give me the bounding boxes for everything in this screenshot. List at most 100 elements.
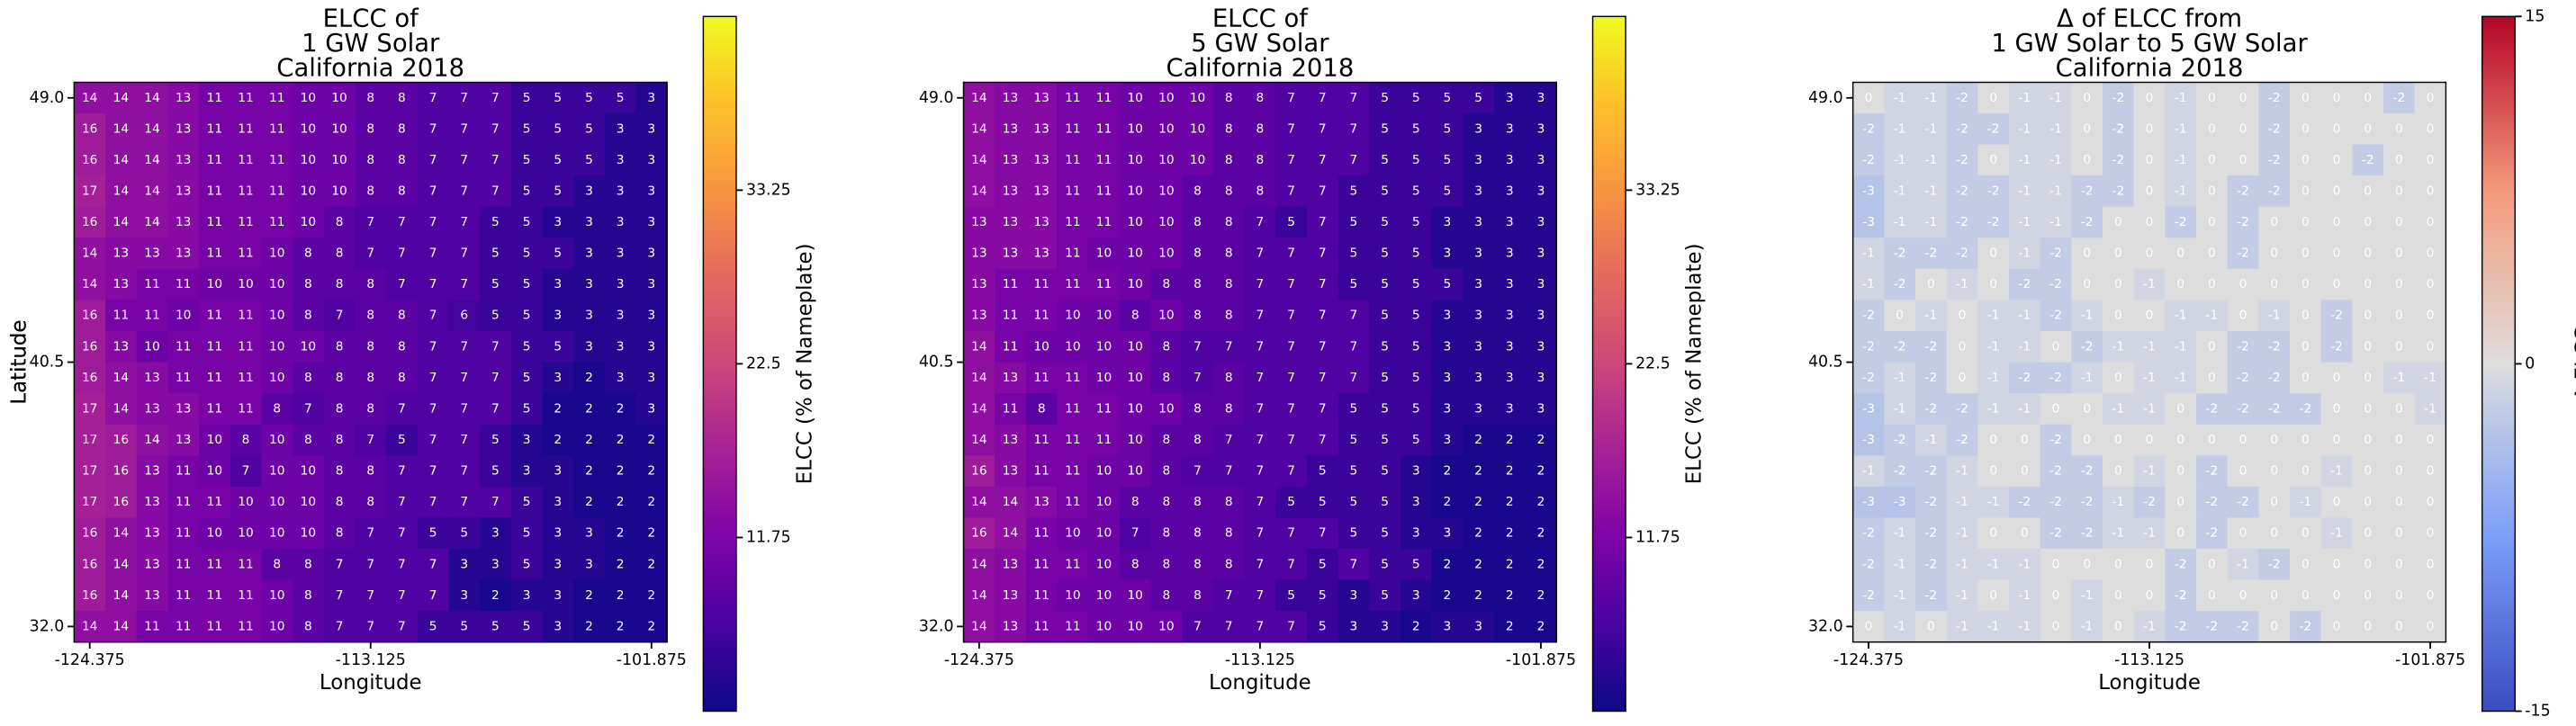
cell-label: 11 (176, 588, 191, 603)
heatmap-cell (448, 424, 481, 456)
cell-label: 0 (2301, 464, 2310, 479)
cell-label: 16 (82, 371, 97, 385)
heatmap-cell (74, 611, 106, 643)
cell-label: 10 (1158, 401, 1174, 416)
heatmap-cell (2133, 517, 2166, 550)
heatmap-cell (1150, 331, 1183, 363)
cell-label: 0 (2333, 495, 2341, 509)
cell-label: 3 (1474, 153, 1482, 167)
cell-label: 11 (1065, 121, 1080, 136)
cell-label: -1 (1894, 91, 1906, 105)
cell-label: -1 (2237, 557, 2249, 571)
heatmap-cell (995, 455, 1027, 488)
cell-label: 2 (1537, 619, 1545, 633)
cell-label: 2 (1506, 464, 1514, 479)
heatmap-cell (2352, 238, 2384, 270)
heatmap-cell (1306, 206, 1339, 238)
heatmap-cell (2133, 113, 2166, 146)
cell-label: -3 (1862, 495, 1875, 509)
heatmap-cell (1088, 548, 1121, 581)
heatmap-cell (293, 206, 325, 238)
cell-label: 3 (1537, 339, 1545, 354)
heatmap-cell (1369, 362, 1401, 394)
heatmap-cell (1400, 517, 1433, 550)
heatmap-cell (1977, 424, 2010, 456)
cell-label: 11 (238, 309, 253, 323)
heatmap-cell (230, 486, 262, 518)
cell-label: -1 (1956, 619, 1968, 633)
heatmap-cell (74, 331, 106, 363)
cell-label: 0 (2364, 401, 2372, 416)
y-tick-label: 40.5 (1808, 354, 1843, 372)
cell-label: 2 (647, 619, 655, 633)
cell-label: 10 (1127, 588, 1142, 603)
heatmap-cell (1244, 175, 1276, 208)
heatmap-cell (293, 175, 325, 208)
cell-label: 0 (2395, 495, 2403, 509)
cell-label: 13 (1003, 619, 1018, 633)
cell-label: 0 (2083, 401, 2091, 416)
heatmap-cell (1244, 144, 1276, 176)
y-tick-label: 49.0 (919, 89, 954, 107)
heatmap-cell (448, 548, 481, 581)
heatmap-cell (74, 424, 106, 456)
cell-label: 8 (366, 121, 374, 136)
cell-label: -1 (2330, 526, 2343, 541)
heatmap-cell (1400, 548, 1433, 581)
cell-label: 0 (2083, 153, 2091, 167)
cell-label: 16 (82, 121, 97, 136)
cell-label: -2 (1956, 433, 1968, 447)
heatmap-cell (510, 300, 543, 332)
heatmap-cell (2133, 331, 2166, 363)
heatmap-cell (417, 486, 449, 518)
cell-label: 10 (1127, 277, 1142, 291)
cell-label: 10 (1065, 526, 1080, 541)
cell-label: 0 (2333, 277, 2341, 291)
heatmap-cell (1369, 331, 1401, 363)
cell-label: 7 (1225, 588, 1233, 603)
heatmap-cell (480, 486, 512, 518)
cell-label: 3 (1506, 91, 1514, 105)
heatmap-cell (1463, 300, 1495, 332)
cell-label: 8 (366, 91, 374, 105)
heatmap-cell (2383, 455, 2416, 488)
cell-label: 7 (398, 526, 406, 541)
cell-label: 11 (207, 153, 222, 167)
cell-label: 7 (1319, 277, 1327, 291)
heatmap-cell (1088, 424, 1121, 456)
heatmap-cell (2383, 424, 2416, 456)
heatmap-cell (2165, 486, 2197, 518)
heatmap-cell (1977, 206, 2010, 238)
cell-label: 8 (336, 339, 344, 354)
cell-label: 0 (2395, 215, 2403, 229)
cell-label: -1 (2175, 309, 2187, 323)
heatmap-cell (136, 548, 168, 581)
cell-label: 7 (429, 277, 437, 291)
heatmap-cell (167, 113, 200, 146)
cell-label: -1 (2049, 184, 2062, 198)
heatmap-cell (480, 579, 512, 612)
heatmap-cell (2165, 393, 2197, 426)
heatmap-cell (417, 175, 449, 208)
heatmap-cell (2103, 331, 2135, 363)
heatmap-cell (2009, 268, 2041, 301)
cell-label: 5 (1412, 277, 1420, 291)
cell-label: 5 (1319, 495, 1327, 509)
heatmap-cell (2103, 455, 2135, 488)
heatmap-cell (2414, 238, 2446, 270)
heatmap-cell (2258, 517, 2291, 550)
cell-label: 11 (1033, 557, 1049, 571)
cell-label: -2 (2237, 371, 2249, 385)
heatmap-cell (323, 548, 356, 581)
cell-label: -2 (2206, 495, 2219, 509)
heatmap-cell (963, 393, 995, 426)
heatmap-cell (1463, 331, 1495, 363)
cell-label: 0 (2427, 277, 2435, 291)
cell-label: 0 (2270, 588, 2278, 603)
heatmap-cell (2133, 393, 2166, 426)
cell-label: 0 (2364, 619, 2372, 633)
heatmap-cell (1400, 455, 1433, 488)
heatmap-cell (1463, 579, 1495, 612)
heatmap-cell (1150, 548, 1183, 581)
cell-label: 8 (366, 309, 374, 323)
